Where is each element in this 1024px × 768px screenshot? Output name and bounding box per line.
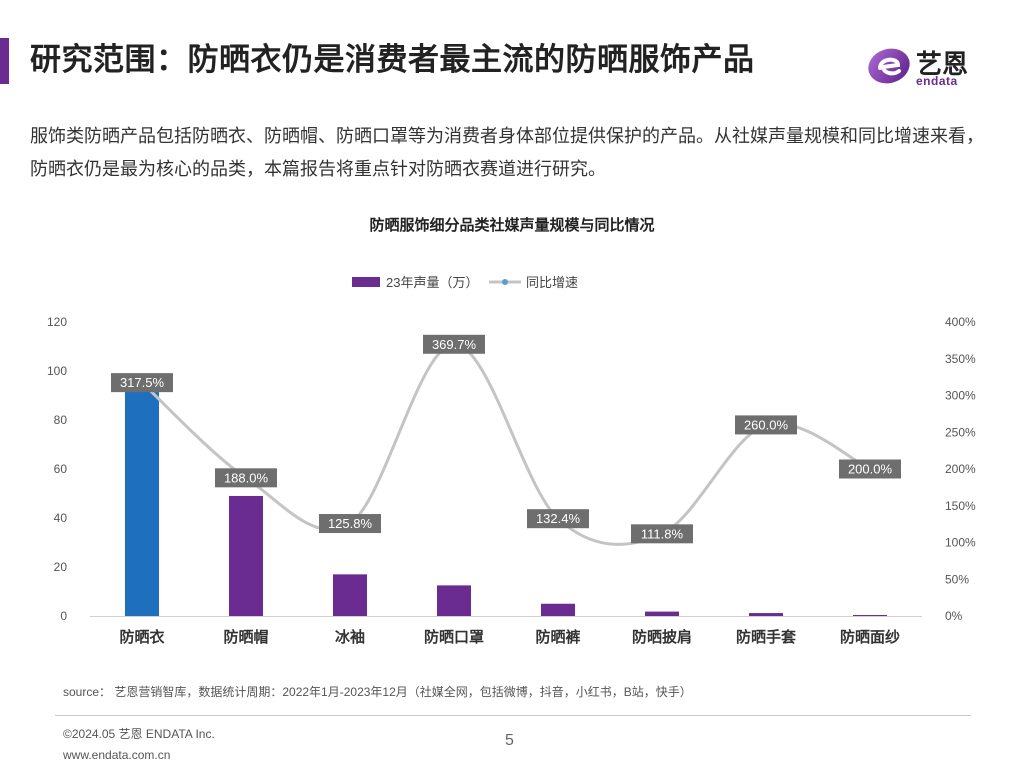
y-left-tick-label: 60 (54, 462, 68, 476)
legend-bar-label: 23年声量（万） (386, 275, 478, 290)
x-tick-label: 防晒披肩 (632, 628, 692, 646)
source-note: source： 艺恩营销智库，数据统计周期：2022年1月-2023年12月（社… (63, 685, 692, 699)
growth-label-box (111, 373, 173, 393)
y-right-tick-label: 350% (945, 352, 976, 366)
y-right-tick-label: 300% (945, 389, 976, 403)
y-right-tick-label: 250% (945, 425, 976, 439)
combo-chart: 防晒服饰细分品类社媒声量规模与同比情况 23年声量（万） 同比增速 0 20 40 60 80… (47, 216, 976, 646)
y-right-tick-label: 400% (945, 315, 976, 329)
growth-label: 188.0% (224, 470, 269, 485)
bar (437, 585, 471, 616)
growth-label: 200.0% (848, 462, 893, 477)
legend-line-label: 同比增速 (526, 275, 578, 290)
y-left-tick-label: 100 (47, 364, 67, 378)
footer-divider (55, 715, 971, 716)
growth-label-box (839, 459, 901, 479)
growth-label-box (527, 509, 589, 529)
x-tick-label: 冰袖 (335, 628, 365, 646)
x-tick-label: 防晒帽 (223, 628, 268, 646)
bar (229, 495, 263, 616)
copyright-text: ©2024.05 艺恩 ENDATA Inc. (63, 727, 215, 741)
x-tick-label: 防晒衣 (119, 628, 164, 646)
growth-label: 369.7% (432, 337, 477, 352)
bar (645, 611, 679, 616)
growth-label: 111.8% (641, 526, 684, 541)
growth-label: 132.4% (536, 511, 581, 526)
bar (125, 388, 159, 616)
chart-title: 防晒服饰细分品类社媒声量规模与同比情况 (369, 216, 654, 234)
y-left-tick-label: 40 (54, 511, 68, 525)
x-tick-label: 防晒手套 (736, 628, 797, 646)
x-tick-label: 防晒面纱 (840, 628, 900, 646)
legend-bar-swatch (352, 277, 380, 287)
bar (541, 603, 575, 616)
page-title: 研究范围：防晒衣仍是消费者最主流的防晒服饰产品 (30, 42, 755, 77)
y-right-tick-label: 200% (945, 462, 976, 476)
y-left-tick-label: 20 (54, 560, 68, 574)
bar (333, 574, 367, 616)
y-right-tick-label: 100% (945, 536, 976, 550)
endata-logo-icon (868, 48, 910, 84)
growth-label-box (631, 524, 693, 544)
y-left-tick-label: 120 (47, 315, 67, 329)
page-number: 5 (505, 732, 514, 749)
growth-label: 317.5% (120, 375, 165, 390)
x-tick-label: 防晒裤 (535, 628, 580, 646)
growth-label-box (423, 334, 485, 354)
title-accent-bar (0, 38, 9, 84)
endata-logo: 艺恩 endata (866, 42, 988, 90)
growth-label-box (215, 468, 277, 488)
growth-label: 125.8% (328, 516, 373, 531)
y-left-tick-label: 0 (60, 609, 67, 623)
logo-subtext: endata (916, 74, 958, 88)
intro-paragraph: 服饰类防晒产品包括防晒衣、防晒帽、防晒口罩等为消费者身体部位提供保护的产品。从社… (30, 126, 984, 179)
bar (853, 615, 887, 616)
bar (749, 613, 783, 616)
growth-label-box (319, 514, 381, 534)
y-right-tick-label: 150% (945, 499, 976, 513)
x-tick-label: 防晒口罩 (424, 628, 484, 646)
y-left-tick-label: 80 (54, 413, 68, 427)
logo-text: 艺恩 (916, 49, 969, 79)
growth-line (140, 342, 871, 546)
y-right-tick-label: 50% (945, 572, 969, 586)
growth-label: 260.0% (744, 417, 789, 432)
website-link[interactable]: www.endata.com.cn (63, 748, 171, 762)
legend-line-marker (502, 279, 508, 285)
growth-label-box (735, 415, 797, 435)
y-right-tick-label: 0% (945, 609, 963, 623)
